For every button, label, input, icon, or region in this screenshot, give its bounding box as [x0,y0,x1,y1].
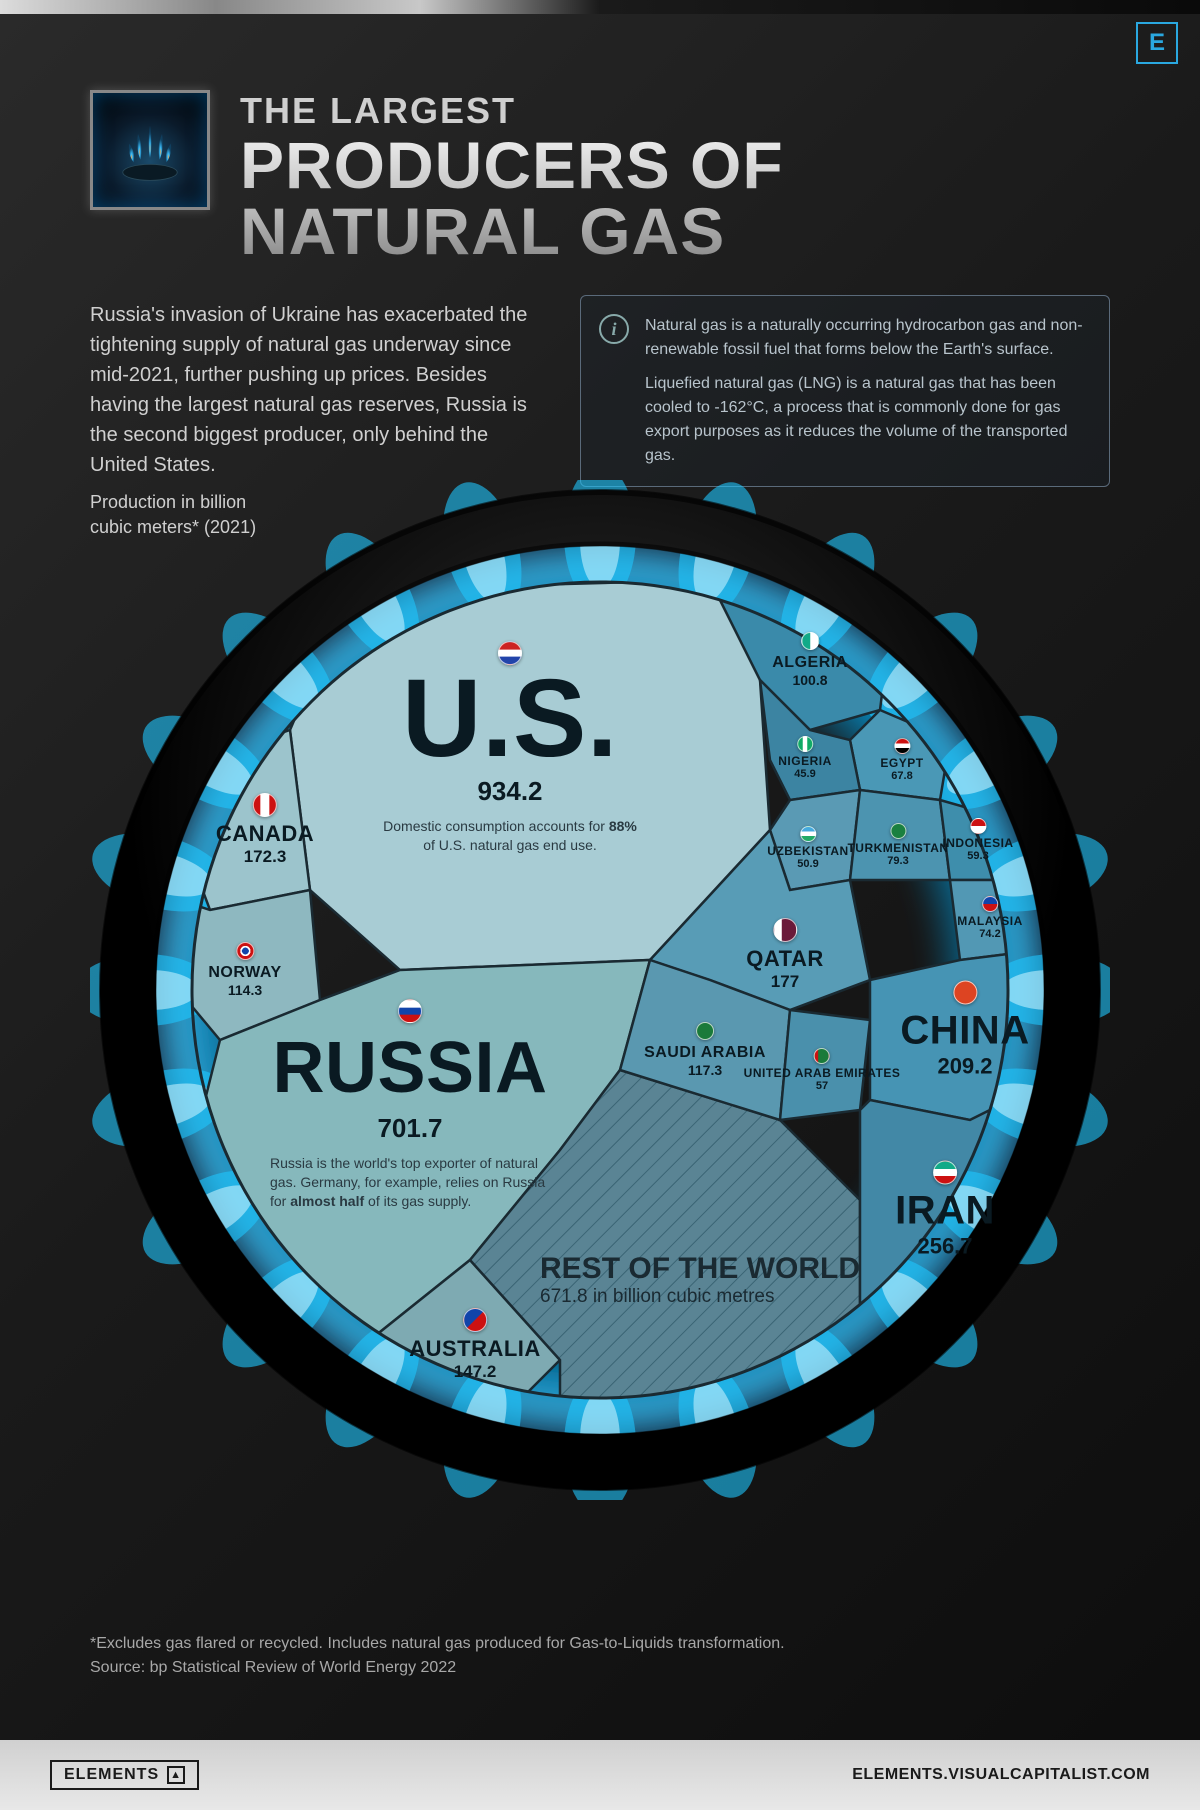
country-value: 177 [746,972,823,992]
country-name: RUSSIA [270,1027,550,1109]
country-name: UZBEKISTAN [767,844,848,858]
title-line1: THE LARGEST [240,90,1110,132]
country-name: IRAN [895,1189,995,1234]
country-value: 67.8 [880,770,923,782]
flag-icon [970,818,986,834]
flag-icon [814,1048,830,1064]
country-caption: Domestic consumption accounts for 88% of… [380,817,640,855]
intro-paragraph: Russia's invasion of Ukraine has exacerb… [90,300,550,480]
label-malaysia: MALAYSIA74.2 [957,896,1023,940]
elements-badge: ELEMENTS ▲ [50,1760,199,1790]
gas-flame-icon [90,90,210,210]
label-algeria: ALGERIA100.8 [772,632,848,688]
top-gradient-bar [0,0,1200,14]
country-name: INDONESIA [942,836,1013,850]
country-name: EGYPT [880,756,923,770]
country-name: ALGERIA [772,654,848,672]
country-value: 59.3 [942,850,1013,862]
info-p1: Natural gas is a naturally occurring hyd… [645,314,1089,362]
flag-icon [894,738,910,754]
flag-icon [953,981,977,1005]
badge-icon: ▲ [167,1766,185,1784]
label-norway: NORWAY114.3 [208,942,281,998]
burner-diagram: U.S. 934.2 Domestic consumption accounts f… [90,480,1110,1500]
country-value: 50.9 [767,858,848,870]
header-block: THE LARGEST PRODUCERS OF NATURAL GAS [90,90,1110,264]
country-value: 701.7 [270,1113,550,1144]
info-icon: i [599,314,629,344]
flag-icon [797,736,813,752]
flag-icon [773,918,797,942]
country-value: 172.3 [216,847,314,867]
brand-corner-badge: E [1136,22,1178,64]
label-qatar: QATAR177 [746,918,823,992]
country-caption: Russia is the world's top exporter of na… [270,1154,550,1211]
flag-icon [398,999,422,1023]
country-name: NORWAY [208,964,281,982]
footer-bar: ELEMENTS ▲ ELEMENTS.VISUALCAPITALIST.COM [0,1740,1200,1810]
flag-icon [253,793,277,817]
label-nigeria: NIGERIA45.9 [778,736,832,780]
label-canada: CANADA172.3 [216,793,314,867]
country-value: 100.8 [772,672,848,688]
country-value: 934.2 [380,776,640,807]
country-value: 147.2 [409,1362,541,1382]
label-us: U.S. 934.2 Domestic consumption accounts f… [380,641,640,855]
footnote: *Excludes gas flared or recycled. Includ… [90,1632,785,1680]
label-uzbekistan: UZBEKISTAN50.9 [767,826,848,870]
flag-icon [696,1022,714,1040]
flag-icon [890,823,906,839]
country-name: QATAR [746,946,823,972]
label-russia: RUSSIA 701.7 Russia is the world's top exp… [270,999,550,1211]
flag-icon [933,1161,957,1185]
country-name: TURKMENISTAN [847,841,948,855]
flag-icon [236,942,254,960]
country-value: 45.9 [778,768,832,780]
country-name: U.S. [380,669,640,768]
label-indonesia: INDONESIA59.3 [942,818,1013,862]
country-name: CHINA [900,1009,1029,1054]
info-p2: Liquefied natural gas (LNG) is a natural… [645,372,1089,468]
label-china: CHINA209.2 [900,981,1029,1080]
country-value: 256.7 [895,1234,995,1260]
info-box: i Natural gas is a naturally occurring h… [580,295,1110,487]
country-value: 57 [744,1080,901,1092]
flag-icon [463,1308,487,1332]
flag-icon [800,826,816,842]
title-line2: PRODUCERS OF NATURAL GAS [240,132,1110,264]
label-australia: AUSTRALIA147.2 [409,1308,541,1382]
country-name: NIGERIA [778,754,832,768]
flag-icon [801,632,819,650]
country-name: CANADA [216,821,314,847]
country-name: AUSTRALIA [409,1336,541,1362]
site-url: ELEMENTS.VISUALCAPITALIST.COM [852,1766,1150,1784]
label-uae: UNITED ARAB EMIRATES57 [744,1048,901,1092]
country-value: 74.2 [957,928,1023,940]
label-turkmen: TURKMENISTAN79.3 [847,823,948,867]
country-value: 209.2 [900,1054,1029,1080]
country-value: 114.3 [208,982,281,998]
label-rest: REST OF THE WORLD 671.8 in billion cubic… [540,1252,860,1308]
country-name: UNITED ARAB EMIRATES [744,1066,901,1080]
label-egypt: EGYPT67.8 [880,738,923,782]
country-value: 79.3 [847,855,948,867]
flag-icon [982,896,998,912]
country-name: MALAYSIA [957,914,1023,928]
label-iran: IRAN256.7 [895,1161,995,1260]
